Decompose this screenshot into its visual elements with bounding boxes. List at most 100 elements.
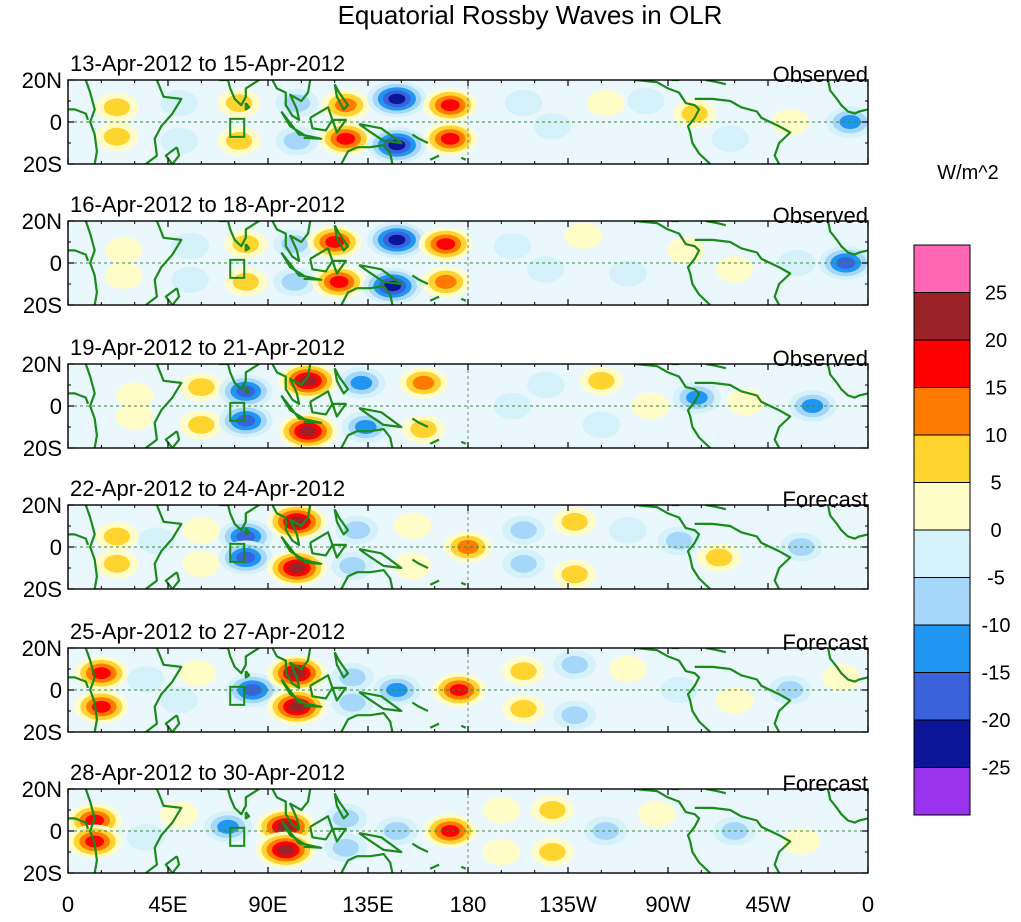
anomaly-cell	[530, 837, 574, 867]
anomaly-cell	[267, 549, 327, 587]
anomaly-cell	[393, 512, 432, 540]
contour-band	[277, 844, 295, 856]
contour-band	[336, 132, 356, 145]
panel-dates: 22-Apr-2012 to 24-Apr-2012	[70, 476, 345, 501]
anomaly-cell	[104, 237, 143, 264]
contour-band	[178, 659, 216, 687]
anomaly-cell	[273, 267, 317, 297]
contour-band	[526, 371, 565, 399]
anomaly-cell	[217, 126, 261, 156]
anomaly-cell	[423, 121, 478, 156]
coastline	[68, 676, 90, 689]
coastline	[694, 238, 792, 305]
lon-tick-label: 45W	[745, 892, 790, 917]
coastlines	[68, 364, 868, 448]
region-box	[229, 117, 246, 138]
anomaly-cell	[715, 687, 754, 714]
coastline	[84, 505, 99, 589]
contour-band	[711, 125, 750, 153]
colorbar-label: 25	[985, 283, 1007, 305]
contour-band	[412, 375, 435, 390]
contour-band	[586, 89, 625, 117]
anomaly-cell	[115, 382, 154, 409]
panel-5: 20N 0 20S 25-Apr-2012 to 27-Apr-2012 Forecas…	[22, 619, 869, 745]
contour-band	[182, 550, 221, 578]
contour-band	[526, 255, 565, 283]
contour-band	[339, 693, 366, 712]
coastline	[145, 364, 183, 448]
anomaly-cell	[203, 811, 253, 843]
anomaly-cell	[609, 260, 647, 287]
contour-band	[236, 414, 256, 427]
colorbar-label: 0	[990, 520, 1001, 542]
anomaly-cell	[330, 662, 374, 692]
coastline	[429, 154, 440, 161]
panel-kind: Forecast	[782, 630, 868, 655]
coastline	[84, 80, 99, 164]
contour-band	[539, 843, 566, 861]
contour-band	[160, 127, 198, 155]
contour-band	[171, 266, 210, 294]
anomaly-cell	[324, 803, 368, 833]
lon-tick-label: 0	[862, 892, 874, 917]
coastline	[411, 558, 429, 569]
lat-tick-label: 0	[50, 678, 62, 703]
anomaly-cell	[609, 516, 647, 544]
coastline	[331, 827, 347, 843]
contour-band	[782, 828, 821, 855]
panel-kind: Observed	[773, 203, 868, 228]
anomaly-cell	[553, 559, 597, 589]
contour-band	[504, 89, 543, 117]
lat-tick-label: 20N	[22, 493, 62, 518]
coastline	[429, 438, 440, 445]
coastline	[333, 651, 350, 679]
coastline	[164, 430, 181, 448]
coastline	[411, 701, 429, 712]
contour-band	[104, 262, 143, 289]
coastline	[429, 722, 440, 729]
coastlines	[68, 789, 868, 873]
anomaly-cell	[224, 267, 268, 297]
anomaly-cell	[160, 127, 198, 155]
anomaly-cell	[482, 838, 521, 866]
anomaly-cell	[423, 88, 478, 123]
contour-band	[188, 416, 215, 434]
anomaly-cell	[782, 828, 821, 855]
panel-kind: Forecast	[782, 487, 868, 512]
coastline	[411, 417, 429, 428]
colorbar-label: 20	[985, 330, 1007, 352]
anomaly-cell	[482, 796, 521, 824]
anomaly-cell	[502, 515, 546, 545]
colorbar-swatch	[913, 672, 971, 721]
lat-tick-label: 20S	[23, 861, 62, 886]
anomaly-cell	[533, 112, 572, 140]
panel-dates: 16-Apr-2012 to 18-Apr-2012	[70, 192, 345, 217]
panel-kind: Observed	[773, 62, 868, 87]
coastline	[84, 789, 99, 873]
contour-band	[236, 530, 256, 543]
coastline	[694, 381, 792, 448]
anomaly-cell	[418, 227, 473, 262]
colorbar-label: 5	[990, 473, 1001, 495]
coastlines	[68, 221, 868, 305]
contour-band	[638, 800, 676, 828]
coastline	[460, 581, 467, 586]
anomaly-cell	[74, 656, 129, 691]
anomaly-cell	[104, 262, 143, 289]
coastline	[356, 428, 394, 448]
anomaly-cell	[822, 664, 861, 691]
anomaly-cell	[504, 89, 543, 117]
anomaly-cell	[421, 266, 471, 298]
colorbar-swatch	[913, 339, 971, 388]
region-box	[229, 685, 246, 706]
coastline	[705, 364, 727, 370]
coastline	[164, 714, 181, 732]
contour-band	[609, 516, 647, 544]
lon-tick-label: 0	[62, 892, 74, 917]
coastline	[429, 295, 440, 302]
lat-tick-label: 0	[50, 110, 62, 135]
coastline	[356, 711, 394, 732]
contour-band	[665, 531, 693, 550]
coastline	[164, 855, 181, 873]
contour-band	[493, 232, 532, 260]
